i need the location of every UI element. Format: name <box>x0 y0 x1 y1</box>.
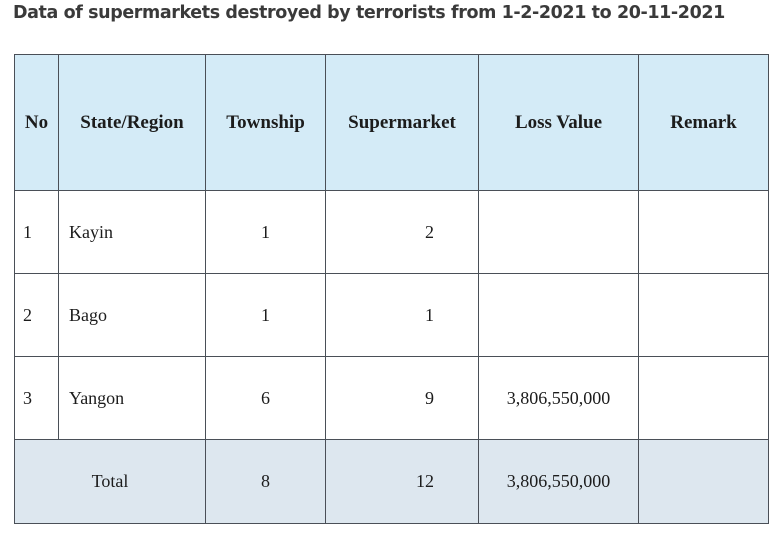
cell-supermarket: 2 <box>325 190 479 274</box>
table-row: 2 Bago 1 1 <box>14 273 769 357</box>
total-loss-value: 3,806,550,000 <box>478 439 639 524</box>
header-supermarket: Supermarket <box>325 54 479 191</box>
cell-loss-value <box>478 190 639 274</box>
cell-remark <box>638 190 769 274</box>
header-remark: Remark <box>638 54 769 191</box>
cell-remark <box>638 273 769 357</box>
cell-remark <box>638 356 769 440</box>
table-row: 3 Yangon 6 9 3,806,550,000 <box>14 356 769 440</box>
cell-state-region: Bago <box>58 273 206 357</box>
header-row: No State/Region Township Supermarket Los… <box>14 54 769 191</box>
cell-no: 2 <box>14 273 59 357</box>
cell-state-region: Yangon <box>58 356 206 440</box>
cell-township: 1 <box>205 190 326 274</box>
cell-township: 6 <box>205 356 326 440</box>
cell-no: 1 <box>14 190 59 274</box>
table-title: Data of supermarkets destroyed by terror… <box>13 3 725 23</box>
total-township: 8 <box>205 439 326 524</box>
cell-state-region: Kayin <box>58 190 206 274</box>
total-row: Total 8 12 3,806,550,000 <box>14 439 769 524</box>
total-remark <box>638 439 769 524</box>
cell-supermarket: 1 <box>325 273 479 357</box>
header-township: Township <box>205 54 326 191</box>
cell-no: 3 <box>14 356 59 440</box>
cell-loss-value: 3,806,550,000 <box>478 356 639 440</box>
cell-township: 1 <box>205 273 326 357</box>
cell-supermarket: 9 <box>325 356 479 440</box>
total-supermarket: 12 <box>325 439 479 524</box>
header-state-region: State/Region <box>58 54 206 191</box>
cell-loss-value <box>478 273 639 357</box>
total-label: Total <box>14 439 206 524</box>
supermarket-loss-table: No State/Region Township Supermarket Los… <box>14 54 769 524</box>
header-loss-value: Loss Value <box>478 54 639 191</box>
table-row: 1 Kayin 1 2 <box>14 190 769 274</box>
header-no: No <box>14 54 59 191</box>
